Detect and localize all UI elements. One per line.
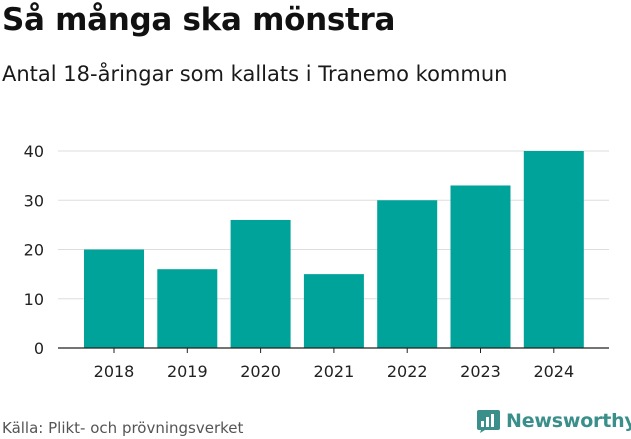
bar (230, 219, 291, 348)
x-tick-label: 2020 (240, 362, 281, 381)
bar (84, 249, 144, 348)
bar-chart: 0 10 20 30 40 2018 2019 2020 2021 2022 2023 2024 (24, 142, 609, 381)
x-tick-label: 2019 (167, 362, 208, 381)
chart-title: Så många ska mönstra (2, 2, 396, 38)
y-tick-label: 40 (24, 142, 44, 161)
bar-chart-logo-icon (477, 410, 500, 433)
bar (523, 151, 584, 348)
bar (450, 185, 511, 348)
brand-name: Newsworthy (506, 409, 631, 432)
chart-subtitle: Antal 18-åringar som kallats i Tranemo k… (2, 62, 508, 86)
y-tick-label: 30 (24, 191, 44, 210)
x-tick-label: 2018 (94, 362, 135, 381)
x-tick-label: 2021 (314, 362, 355, 381)
source-note: Källa: Plikt- och prövningsverket (2, 419, 244, 437)
bar (157, 269, 218, 348)
y-tick-label: 20 (24, 241, 44, 260)
x-tick-label: 2024 (533, 362, 574, 381)
bar (377, 200, 438, 348)
x-tick-label: 2023 (460, 362, 501, 381)
y-tick-label: 10 (24, 290, 44, 309)
bar (303, 274, 364, 348)
y-tick-label: 0 (34, 339, 44, 358)
brand-logo: Newsworthy (476, 408, 631, 433)
x-tick-label: 2022 (387, 362, 428, 381)
